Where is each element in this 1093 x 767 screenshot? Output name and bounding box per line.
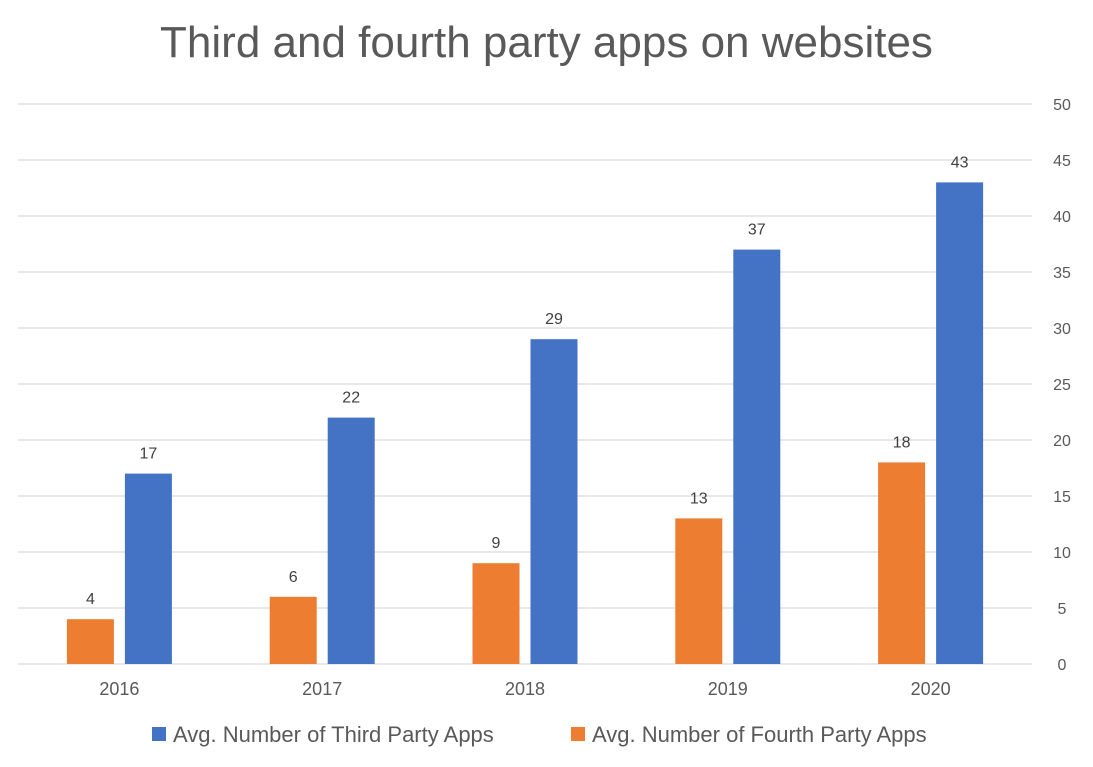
x-tick-label: 2017 xyxy=(302,679,342,699)
bars xyxy=(66,182,984,664)
bar-third-party xyxy=(530,339,578,664)
bar-third-party xyxy=(327,417,375,664)
data-label: 22 xyxy=(342,390,360,407)
gridlines xyxy=(18,103,1032,665)
data-label: 18 xyxy=(893,434,911,451)
data-label: 17 xyxy=(140,446,158,463)
data-label: 37 xyxy=(748,222,766,239)
chart-title: Third and fourth party apps on websites xyxy=(160,18,933,67)
x-tick-label: 2020 xyxy=(911,679,951,699)
y-tick-label: 20 xyxy=(1053,433,1071,450)
y-tick-label: 25 xyxy=(1053,377,1071,394)
data-label: 4 xyxy=(86,591,95,608)
y-tick-label: 5 xyxy=(1058,601,1067,618)
y-tick-label: 15 xyxy=(1053,489,1071,506)
legend: Avg. Number of Third Party Apps Avg. Numb… xyxy=(152,722,927,747)
bar-fourth-party xyxy=(675,518,723,664)
data-label: 9 xyxy=(492,535,501,552)
y-tick-label: 50 xyxy=(1053,97,1071,114)
legend-swatch-fourth-party xyxy=(571,727,585,741)
bar-third-party xyxy=(124,473,172,664)
data-label: 13 xyxy=(690,490,708,507)
y-tick-label: 40 xyxy=(1053,209,1071,226)
y-tick-label: 10 xyxy=(1053,545,1071,562)
x-tick-label: 2019 xyxy=(708,679,748,699)
bar-fourth-party xyxy=(66,619,114,664)
data-labels: 4 17 6 22 9 29 13 37 18 43 xyxy=(86,154,969,608)
x-tick-label: 2016 xyxy=(99,679,139,699)
y-tick-label: 30 xyxy=(1053,321,1071,338)
bar-third-party xyxy=(936,182,984,664)
y-tick-label: 0 xyxy=(1058,657,1067,674)
x-axis-labels: 2016 2017 2018 2019 2020 xyxy=(99,679,950,699)
data-label: 6 xyxy=(289,569,298,586)
data-label: 43 xyxy=(951,154,969,171)
legend-swatch-third-party xyxy=(152,727,166,741)
legend-label-third-party: Avg. Number of Third Party Apps xyxy=(173,722,494,747)
y-tick-label: 45 xyxy=(1053,153,1071,170)
data-label: 29 xyxy=(545,311,563,328)
legend-label-fourth-party: Avg. Number of Fourth Party Apps xyxy=(592,722,927,747)
x-tick-label: 2018 xyxy=(505,679,545,699)
bar-fourth-party xyxy=(878,462,926,664)
bar-fourth-party xyxy=(472,563,520,664)
y-axis-ticks: 0 5 10 15 20 25 30 35 40 45 50 xyxy=(1053,97,1071,674)
y-tick-label: 35 xyxy=(1053,265,1071,282)
bar-fourth-party xyxy=(269,596,317,664)
bar-third-party xyxy=(733,249,781,664)
